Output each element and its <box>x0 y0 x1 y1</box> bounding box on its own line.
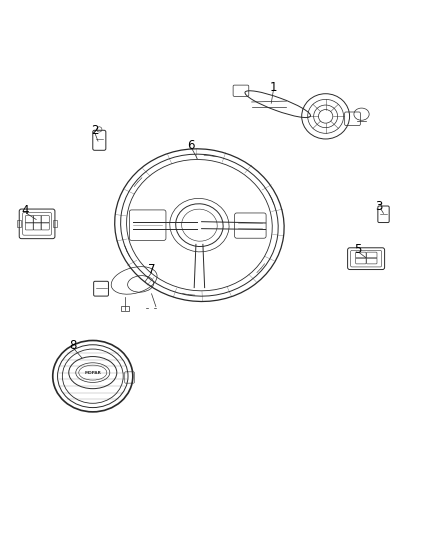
Bar <box>17 220 21 228</box>
Text: 7: 7 <box>148 263 155 277</box>
Text: 4: 4 <box>21 204 29 217</box>
Bar <box>121 306 129 311</box>
Text: 8: 8 <box>70 339 77 352</box>
Text: 3: 3 <box>375 200 383 213</box>
Text: 1: 1 <box>270 80 277 94</box>
Text: MOPAR: MOPAR <box>85 370 101 375</box>
Text: 2: 2 <box>91 124 99 137</box>
Bar <box>53 220 57 228</box>
Text: 5: 5 <box>355 244 362 256</box>
Text: 6: 6 <box>187 139 194 152</box>
